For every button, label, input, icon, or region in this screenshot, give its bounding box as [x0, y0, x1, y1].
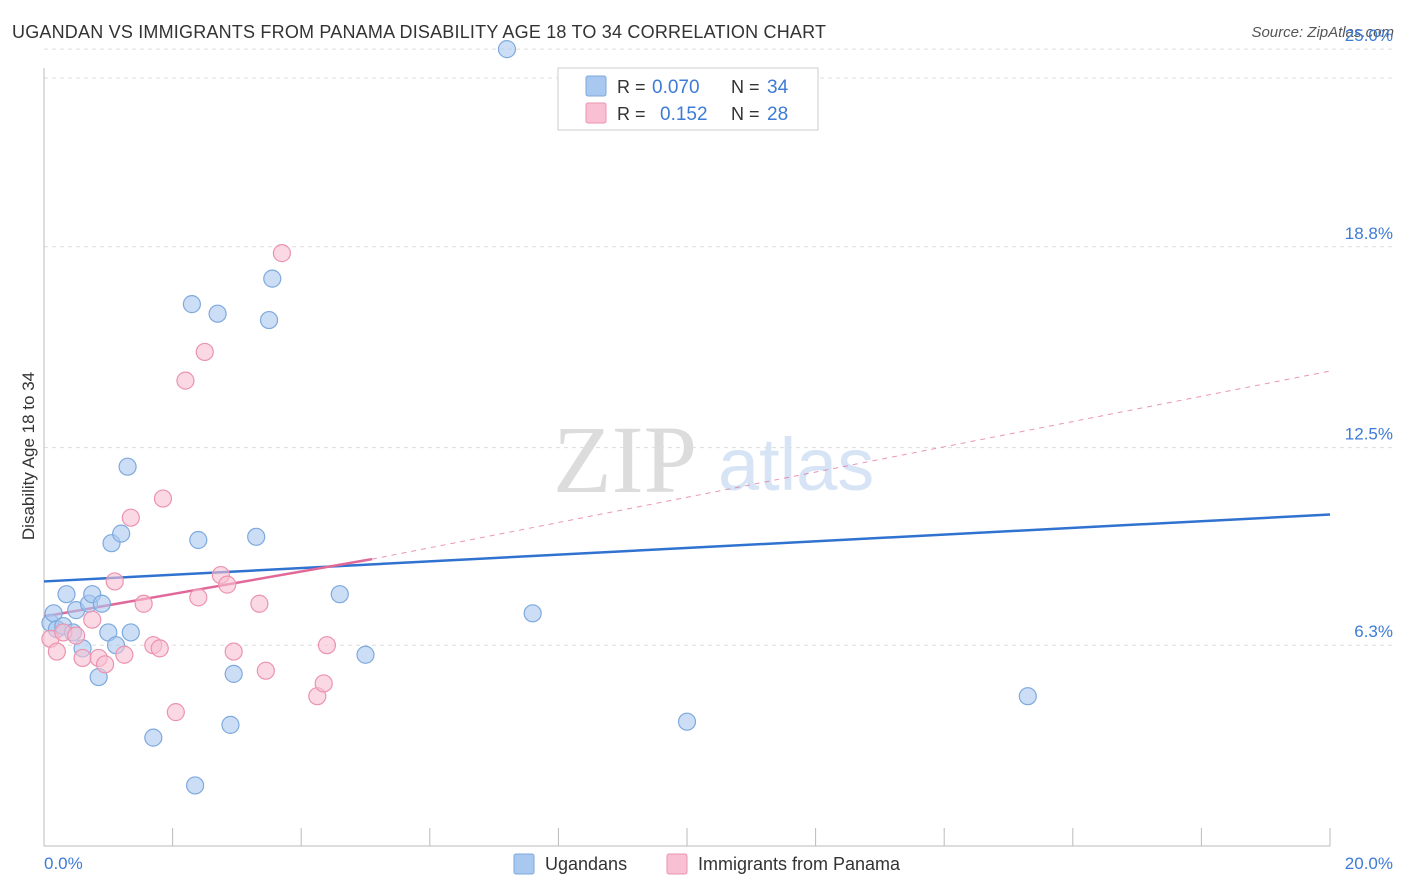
- ugandans-point: [497, 40, 517, 59]
- y-tick-labels: 6.3% 12.5% 18.8% 25.0%: [1345, 26, 1393, 641]
- panama-point: [272, 244, 292, 263]
- stats-n-label-2: N =: [731, 104, 760, 124]
- stats-swatch-ugandans: [585, 75, 607, 97]
- ugandans-point: [57, 585, 76, 604]
- series-legend: Ugandans Immigrants from Panama: [513, 853, 901, 875]
- y-tick-label: 18.8%: [1345, 224, 1393, 243]
- ugandans-point: [189, 530, 208, 550]
- legend-label-panama: Immigrants from Panama: [698, 854, 901, 874]
- ugandans-point: [208, 304, 227, 323]
- panama-trend-extension: [371, 370, 1331, 560]
- ugandans-trend-line: [43, 513, 1331, 583]
- panama-point: [121, 508, 140, 527]
- ugandans-point: [523, 604, 542, 623]
- data-points: [41, 40, 1037, 795]
- stats-r-value-2: 0.152: [660, 104, 708, 125]
- panama-point: [150, 639, 169, 658]
- legend-swatch-ugandans: [513, 853, 535, 875]
- x-tick-label-max: 20.0%: [1345, 854, 1393, 873]
- ugandans-point: [118, 457, 137, 476]
- stats-n-label-1: N =: [731, 77, 760, 97]
- panama-point: [73, 648, 92, 668]
- ugandans-point: [224, 664, 243, 683]
- stats-r-label-2: R =: [617, 104, 646, 124]
- panama-point: [67, 626, 86, 645]
- stats-r-label-1: R =: [617, 77, 646, 97]
- panama-point: [218, 575, 237, 594]
- legend-label-ugandans: Ugandans: [545, 854, 627, 874]
- panama-point: [83, 610, 102, 629]
- ugandans-point: [221, 715, 240, 734]
- legend-swatch-panama: [666, 853, 688, 875]
- stats-n-value-2: 28: [767, 104, 788, 125]
- ugandans-point: [263, 269, 282, 288]
- ugandans-point: [356, 645, 375, 664]
- panama-point: [189, 588, 208, 607]
- watermark-zip: ZIP: [553, 406, 697, 513]
- panama-point: [95, 655, 115, 674]
- panama-point: [224, 642, 243, 661]
- ugandans-point: [112, 524, 131, 543]
- panama-point: [166, 703, 185, 722]
- ugandans-point: [144, 728, 163, 747]
- stats-legend: R = 0.070 N = 34 R = 0.152 N = 28: [557, 67, 819, 131]
- chart-title: UGANDAN VS IMMIGRANTS FROM PANAMA DISABI…: [12, 22, 827, 42]
- ugandans-point: [186, 776, 205, 795]
- panama-point: [105, 572, 124, 591]
- ugandans-point: [247, 527, 266, 546]
- panama-point: [115, 645, 134, 664]
- stats-swatch-panama: [585, 102, 607, 124]
- x-ticks: [43, 828, 1331, 846]
- stats-r-value-1: 0.070: [652, 77, 700, 98]
- panama-point: [47, 642, 66, 661]
- stats-n-value-1: 34: [767, 77, 789, 98]
- ugandans-point: [259, 310, 279, 330]
- y-tick-label: 25.0%: [1345, 26, 1393, 45]
- watermark-atlas: atlas: [718, 423, 874, 506]
- panama-point: [250, 594, 269, 613]
- ugandans-point: [92, 594, 111, 613]
- ugandans-point: [1018, 687, 1037, 706]
- panama-point: [317, 636, 337, 655]
- ugandans-point: [330, 585, 349, 604]
- panama-point: [153, 489, 173, 508]
- panama-point: [134, 594, 153, 613]
- ugandans-point: [182, 295, 201, 314]
- x-tick-label-min: 0.0%: [44, 854, 83, 873]
- y-axis-label: Disability Age 18 to 34: [19, 372, 38, 540]
- panama-point: [195, 342, 214, 362]
- panama-point: [314, 674, 333, 693]
- ugandans-point: [677, 712, 697, 731]
- panama-point: [256, 661, 275, 680]
- ugandans-point: [121, 623, 140, 642]
- grid-lines: [44, 48, 1393, 646]
- y-tick-label: 6.3%: [1354, 622, 1393, 641]
- source-label: Source: ZipAtlas.com: [1251, 24, 1394, 41]
- y-tick-label: 12.5%: [1345, 425, 1393, 444]
- panama-point: [176, 371, 195, 390]
